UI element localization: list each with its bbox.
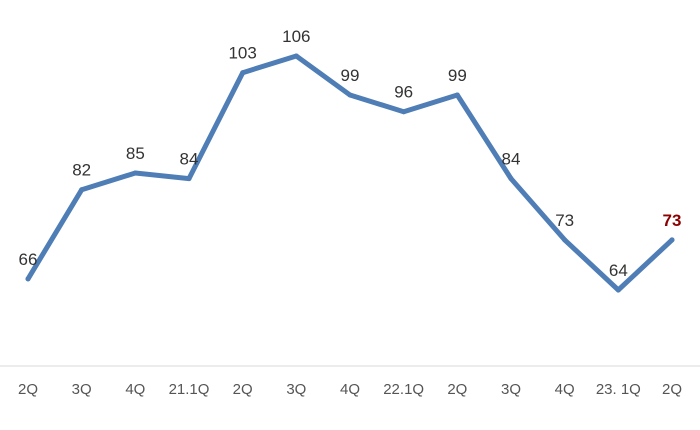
data-label: 84 <box>180 150 199 169</box>
data-point <box>669 237 675 243</box>
data-point <box>186 176 192 182</box>
data-point <box>79 187 85 193</box>
data-label: 85 <box>126 144 145 163</box>
data-point <box>347 92 353 98</box>
data-point <box>562 237 568 243</box>
x-tick-label: 2Q <box>233 381 253 398</box>
x-tick-layer: 2Q 3Q 4Q 21.1Q 2Q 3Q 4Q 22.1Q 2Q 3Q 4Q 23. 1Q 2Q <box>18 381 682 398</box>
data-label: 73 <box>663 211 682 230</box>
data-label: 64 <box>609 261 628 280</box>
data-point <box>508 176 514 182</box>
x-tick-label: 4Q <box>340 381 360 398</box>
data-label: 99 <box>341 66 360 85</box>
data-label: 99 <box>448 66 467 85</box>
data-point <box>25 276 31 282</box>
x-tick-label: 23. 1Q <box>596 381 641 398</box>
x-tick-label: 2Q <box>662 381 682 398</box>
data-point <box>240 70 246 76</box>
x-tick-label: 2Q <box>447 381 467 398</box>
data-point <box>454 92 460 98</box>
data-label: 96 <box>394 83 413 102</box>
data-label: 103 <box>228 44 256 63</box>
data-label: 84 <box>502 150 521 169</box>
x-tick-label: 21.1Q <box>169 381 210 398</box>
data-point <box>615 287 621 293</box>
data-label: 82 <box>72 161 91 180</box>
series-layer <box>25 53 675 293</box>
x-tick-label: 3Q <box>501 381 521 398</box>
x-tick-label: 22.1Q <box>383 381 424 398</box>
data-label: 106 <box>282 27 310 46</box>
data-label: 73 <box>555 211 574 230</box>
x-tick-label: 2Q <box>18 381 38 398</box>
x-tick-label: 3Q <box>286 381 306 398</box>
x-tick-label: 3Q <box>72 381 92 398</box>
x-tick-label: 4Q <box>125 381 145 398</box>
data-point <box>132 170 138 176</box>
data-point <box>293 53 299 59</box>
data-label-layer: 66 82 85 84 103 106 99 96 99 84 73 64 73 <box>19 27 682 280</box>
x-tick-label: 4Q <box>555 381 575 398</box>
series-line <box>25 53 675 293</box>
data-point <box>401 109 407 115</box>
data-label: 66 <box>19 250 38 269</box>
